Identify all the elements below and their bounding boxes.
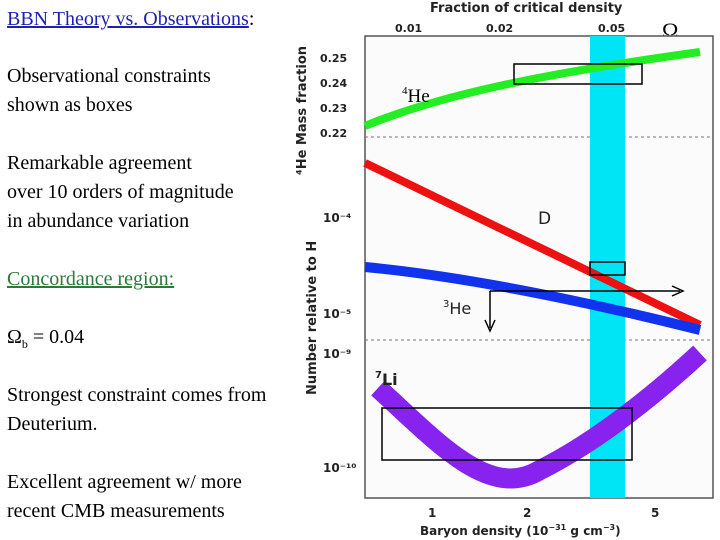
he4-label: 4He	[402, 85, 430, 107]
agree-line-3: in abundance variation	[7, 210, 190, 232]
li7-curve	[371, 345, 707, 489]
li7-label-sup: 7	[375, 370, 382, 381]
he-panel-label: ⁴He Mass fraction	[295, 46, 310, 175]
he3-label-text: He	[449, 299, 471, 318]
he-tick-4: 0.22	[320, 127, 347, 140]
li7-constraint-box	[381, 407, 633, 461]
title-colon: :	[248, 8, 255, 30]
bottom-axis-unit: g cm	[566, 524, 603, 538]
bottom-tick-1: 1	[428, 506, 436, 520]
omega-symbol: Ω	[7, 326, 22, 348]
d-constraint-box	[589, 261, 626, 276]
number-tick-2: 10⁻⁵	[323, 307, 351, 321]
number-axis-label: Number relative to H	[305, 241, 320, 395]
he4-label-text: He	[408, 86, 430, 107]
he3-label-sup: 3	[443, 299, 449, 310]
bbn-figure: Fraction of critical density 0.01 0.02 0…	[295, 1, 714, 538]
excel-line-1: Excellent agreement w/ more	[7, 471, 242, 493]
number-tick-4: 10⁻¹⁰	[323, 461, 357, 475]
top-tick-3: 0.05	[598, 22, 625, 35]
concordance-heading: Concordance region:	[7, 265, 174, 294]
agree-line-2: over 10 orders of magnitude	[7, 181, 234, 203]
bottom-axis-exp2: −3	[603, 523, 615, 532]
he3-limit-arrowhead-down	[484, 319, 496, 333]
strong-line-1: Strongest constraint comes from	[7, 384, 267, 406]
li7-label-text: Li	[382, 370, 398, 389]
he4-label-sup: 4	[402, 85, 408, 97]
omega-number: = 0.04	[27, 326, 85, 348]
d-label: D	[538, 209, 551, 229]
he-tick-1: 0.25	[320, 52, 347, 65]
top-axis-title: Fraction of critical density	[430, 1, 623, 16]
top-tick-2: 0.02	[486, 22, 513, 35]
omega-value: Ωb = 0.04	[7, 323, 84, 359]
slide-title-link[interactable]: BBN Theory vs. Observations	[7, 8, 249, 30]
he4-constraint-box	[513, 63, 643, 85]
number-tick-3: 10⁻⁹	[323, 347, 351, 361]
d-curve	[363, 159, 702, 329]
he3-curve	[364, 262, 702, 335]
concordance-link[interactable]: Concordance region:	[7, 268, 175, 290]
he3-limit-arrowhead-right	[671, 285, 685, 297]
obs-line-2: shown as boxes	[7, 94, 133, 116]
bottom-axis-close: )	[615, 524, 620, 538]
bottom-tick-3: 5	[651, 506, 659, 520]
omega-sub: b	[21, 337, 28, 351]
li7-label: 7Li	[375, 370, 398, 389]
he4-curve	[363, 48, 701, 130]
bottom-axis-title: Baryon density (10−31 g cm−3)	[420, 523, 621, 538]
top-tick-1: 0.01	[395, 22, 422, 35]
strong-line-2: Deuterium.	[7, 413, 98, 435]
bottom-axis-main: Baryon density (10	[420, 524, 548, 538]
obs-line-1: Observational constraints	[7, 65, 211, 87]
he-tick-2: 0.24	[320, 77, 347, 90]
agree-line-1: Remarkable agreement	[7, 152, 192, 174]
excel-line-2: recent CMB measurements	[7, 500, 225, 522]
number-tick-1: 10⁻⁴	[323, 211, 351, 225]
he-tick-3: 0.23	[320, 102, 347, 115]
slide-title: BBN Theory vs. Observations:	[7, 5, 254, 34]
he3-label: 3He	[443, 299, 471, 318]
bottom-axis-exp: −31	[548, 523, 566, 532]
bottom-tick-2: 2	[523, 506, 531, 520]
